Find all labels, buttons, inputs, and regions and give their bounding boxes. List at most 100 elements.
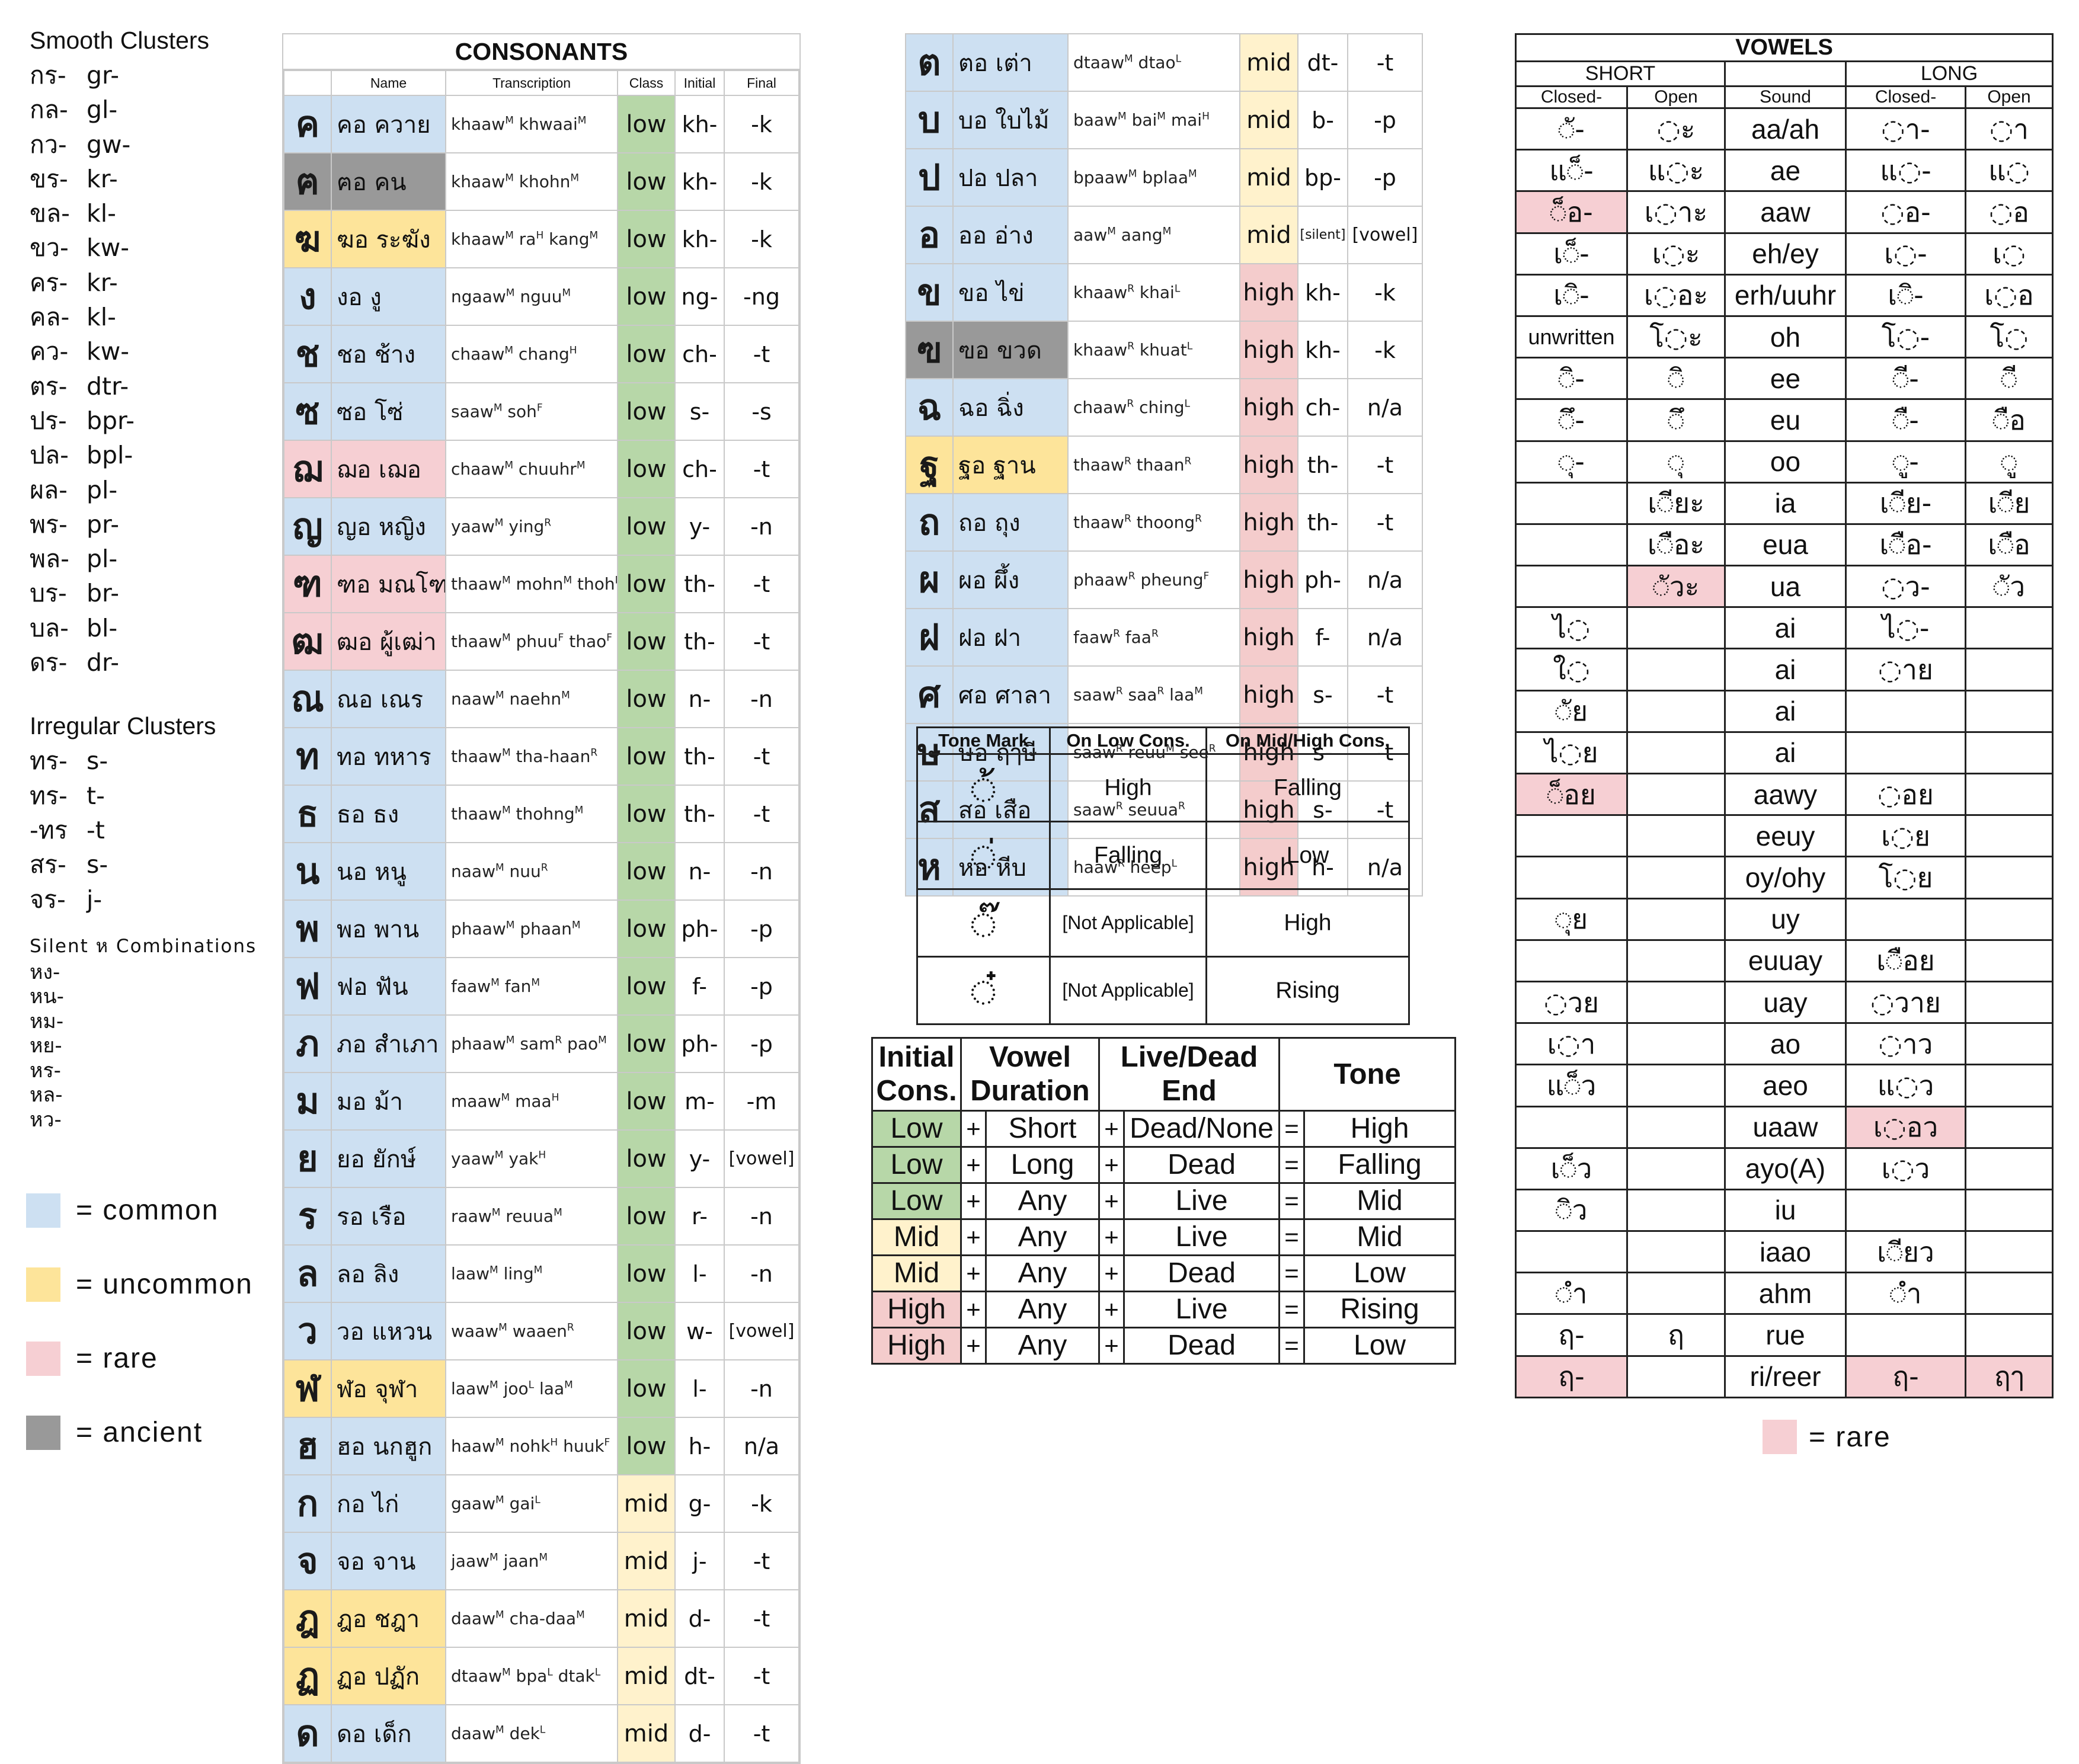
syllable: khohn [513, 172, 571, 191]
header-char-col [283, 70, 332, 96]
cluster-thai: ตร- [30, 372, 68, 401]
rule-duration: Any [984, 1182, 1101, 1220]
consonant-final: -p [1347, 148, 1423, 207]
cluster-row: จร-j- [30, 882, 267, 917]
consonant-final: n/a [724, 1417, 799, 1475]
cluster-row: บร-br- [30, 576, 267, 610]
consonant-transcription: baawM baiM maiH [1067, 91, 1240, 149]
tone-superscript: H [538, 1149, 546, 1161]
consonant-final: -t [724, 555, 799, 613]
consonant-row: กกอ ไก่ gaawM gaiL mid g- -k [283, 1474, 799, 1533]
syllable: thoh [572, 574, 615, 594]
tone-superscript: R [540, 862, 548, 874]
cluster-thai: ขร- [30, 164, 68, 193]
legend-swatch-rare [26, 1341, 60, 1376]
tone-superscript: M [501, 632, 511, 644]
consonant-row: ณณอ เณร naawM naehnM low n- -n [283, 670, 799, 728]
vowel-short-closed [1515, 1105, 1628, 1149]
consonant-transcription: chaawM chuuhrM [445, 440, 618, 498]
syllable: raaw [451, 1206, 492, 1226]
consonant-initial: th- [674, 727, 725, 786]
vowel-row: เ◌ือะ eua เ◌ือ- เ◌ือ [1515, 523, 2054, 567]
tone-superscript: L [594, 1666, 601, 1679]
consonant-final: -t [1347, 33, 1423, 92]
syllable: thaaw [1073, 513, 1124, 532]
consonant-transcription: naawM nuuR [445, 842, 618, 901]
syllable: nuu [504, 862, 541, 881]
plus-sign: + [960, 1327, 987, 1365]
syllable: laaw [451, 1264, 490, 1283]
consonant-initial: g- [674, 1474, 725, 1533]
syllable: gai [504, 1494, 535, 1513]
consonants-table-continued: ตตอ เต่า dtaawM dtaoL mid dt- -t บบอ ใบไม้ baa… [905, 33, 1423, 897]
consonant-row: อออ อ่าง aawM aangM mid [silent] [vowel] [905, 206, 1423, 264]
consonant-final: -k [1347, 321, 1423, 379]
consonant-initial: n- [674, 670, 725, 728]
consonant-class: low [617, 1014, 676, 1073]
vowel-short-open: เ◌าะ [1626, 190, 1726, 234]
consonant-letter: ฃ [905, 321, 954, 379]
consonant-letter: ฎ [283, 1589, 332, 1648]
cluster-roman: gr- [87, 61, 120, 89]
consonant-final: -n [724, 842, 799, 901]
consonant-initial: m- [674, 1072, 725, 1131]
vowel-long-closed: โ◌ย [1845, 856, 1966, 899]
vowel-row: ◌ัย ai [1515, 689, 2054, 733]
equals-sign: = [1278, 1218, 1306, 1256]
consonant-final: n/a [1347, 608, 1423, 667]
consonant-class: high [1239, 263, 1298, 322]
syllable: fan [499, 977, 532, 996]
syllable: thaaw [451, 804, 502, 824]
plus-sign: + [960, 1110, 987, 1148]
consonant-initial: r- [674, 1187, 725, 1246]
consonant-name: พอ พาน [331, 899, 446, 958]
consonant-initial: [silent] [1297, 206, 1348, 264]
tone-superscript: H [551, 1091, 559, 1104]
cluster-roman: kw- [87, 337, 130, 366]
rule-tone: Low [1303, 1254, 1457, 1292]
irregular-clusters-title: Irregular Clusters [30, 712, 216, 740]
consonant-class: high [1239, 608, 1298, 667]
rule-tone: Mid [1303, 1182, 1457, 1220]
syllable: maa [510, 1091, 552, 1111]
consonant-name: ฅอ คน [331, 152, 446, 211]
vowel-short-closed: ฤ- [1515, 1355, 1628, 1398]
syllable: nguu [514, 287, 562, 306]
tone-superscript: M [495, 1724, 504, 1736]
vowel-short-closed [1515, 814, 1628, 858]
cluster-roman: pr- [87, 510, 120, 539]
vowel-long-closed: ◌าว [1845, 1022, 1966, 1066]
rule-duration: Long [984, 1146, 1101, 1184]
tone-superscript: M [495, 689, 504, 702]
vowel-sound: ai [1724, 731, 1847, 775]
syllable: waaen [507, 1321, 567, 1341]
syllable: khaaw [1073, 283, 1128, 302]
consonant-name: ฬอ จุฬา [331, 1359, 446, 1418]
cluster-thai: บล- [30, 613, 69, 642]
vowel-sound: rue [1724, 1313, 1847, 1357]
syllable: laa [1164, 685, 1195, 705]
plus-sign: + [1098, 1110, 1125, 1148]
syllable: bai [1126, 110, 1157, 130]
consonant-row: ฒฒอ ผู้เฒ่า thaawM phuuF thaoF low th- -t [283, 612, 799, 671]
syllable: thohng [510, 804, 575, 824]
vowel-short-open: ◌ุ [1626, 440, 1726, 484]
consonant-final: n/a [1347, 378, 1423, 437]
silent-h-item: หล- [30, 1083, 63, 1107]
equals-sign: = [1278, 1146, 1306, 1184]
syllable: ying [503, 517, 545, 536]
consonant-row: ฝฝอ ฝา faawR faaR high f-n/a [905, 608, 1423, 667]
cluster-roman: kw- [87, 233, 130, 262]
consonant-row: ฃฃอ ขวด khaawR khuatL high kh- -k [905, 321, 1423, 379]
consonant-name: ฟอ ฟัน [331, 957, 446, 1016]
vowel-short-closed: ◌ิว [1515, 1188, 1628, 1232]
consonant-class: low [617, 842, 676, 901]
tone-superscript: M [490, 1551, 498, 1564]
legend-item: = common [26, 1173, 275, 1247]
consonant-initial: h- [674, 1417, 725, 1475]
cluster-thai: ทร- [30, 747, 68, 776]
tone-superscript: M [570, 172, 580, 184]
silent-h-item: หร- [30, 1058, 61, 1083]
vowel-long-closed: ◌ื- [1845, 398, 1966, 442]
consonant-name: ทอ ทหาร [331, 727, 446, 786]
